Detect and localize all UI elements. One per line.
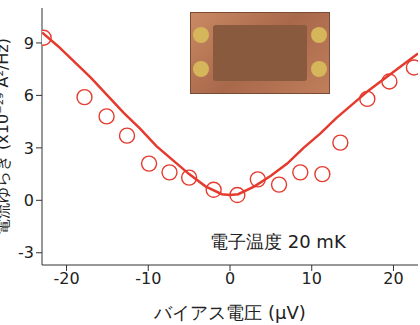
svg-text:電流ゆらぎ (x10⁻²⁹ A²/Hz): 電流ゆらぎ (x10⁻²⁹ A²/Hz) xyxy=(8,38,12,235)
svg-text:バイアス電圧 (μV): バイアス電圧 (μV) xyxy=(153,302,306,323)
svg-text:3: 3 xyxy=(24,139,34,158)
svg-text:10: 10 xyxy=(302,269,322,288)
svg-text:20: 20 xyxy=(383,269,403,288)
svg-text:-20: -20 xyxy=(53,269,79,288)
svg-text:9: 9 xyxy=(24,34,34,53)
svg-text:0: 0 xyxy=(24,191,34,210)
svg-text:6: 6 xyxy=(24,86,34,105)
html-text:電子温度 20 mK: 電子温度 20 mK xyxy=(210,231,346,252)
svg-text:-10: -10 xyxy=(135,269,161,288)
svg-text:-3: -3 xyxy=(18,243,34,262)
svg-text:0: 0 xyxy=(225,269,235,288)
